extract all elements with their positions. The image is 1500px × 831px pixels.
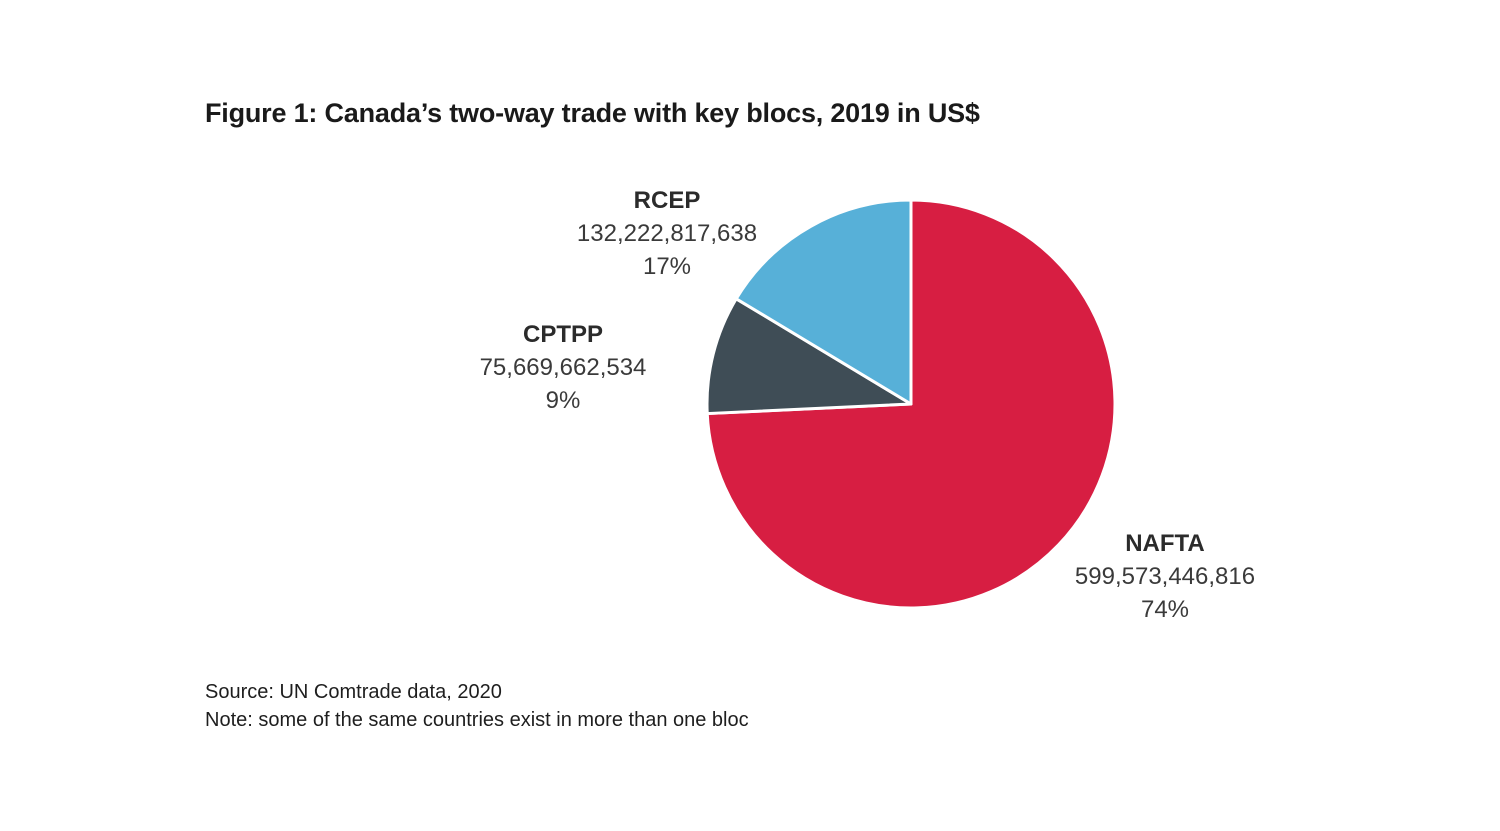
slice-cptpp-label-name: CPTPP [523,321,603,348]
slice-nafta-label-percent: 74% [1141,596,1189,623]
pie-slices [705,198,1117,610]
slice-labels: NAFTA 599,573,446,816 74% CPTPP 75,669,662,5… [480,187,1256,623]
chart-footer: Source: UN Comtrade data, 2020 Note: som… [205,678,749,734]
chart-title: Figure 1: Canada’s two-way trade with ke… [205,98,980,128]
slice-rcep-label-percent: 17% [643,253,691,280]
bloc-note: Note: some of the same countries exist i… [205,709,749,731]
slice-rcep-label-value: 132,222,817,638 [577,220,757,247]
slice-cptpp-label-value: 75,669,662,534 [480,354,647,381]
source-note: Source: UN Comtrade data, 2020 [205,681,502,703]
slice-cptpp-label-percent: 9% [546,387,581,414]
pie-slice-rcep [734,198,913,406]
slice-nafta-label-value: 599,573,446,816 [1075,563,1255,590]
pie-slice-cptpp [705,297,913,416]
slice-rcep-label-name: RCEP [634,187,701,214]
slice-nafta-label-name: NAFTA [1125,530,1205,557]
